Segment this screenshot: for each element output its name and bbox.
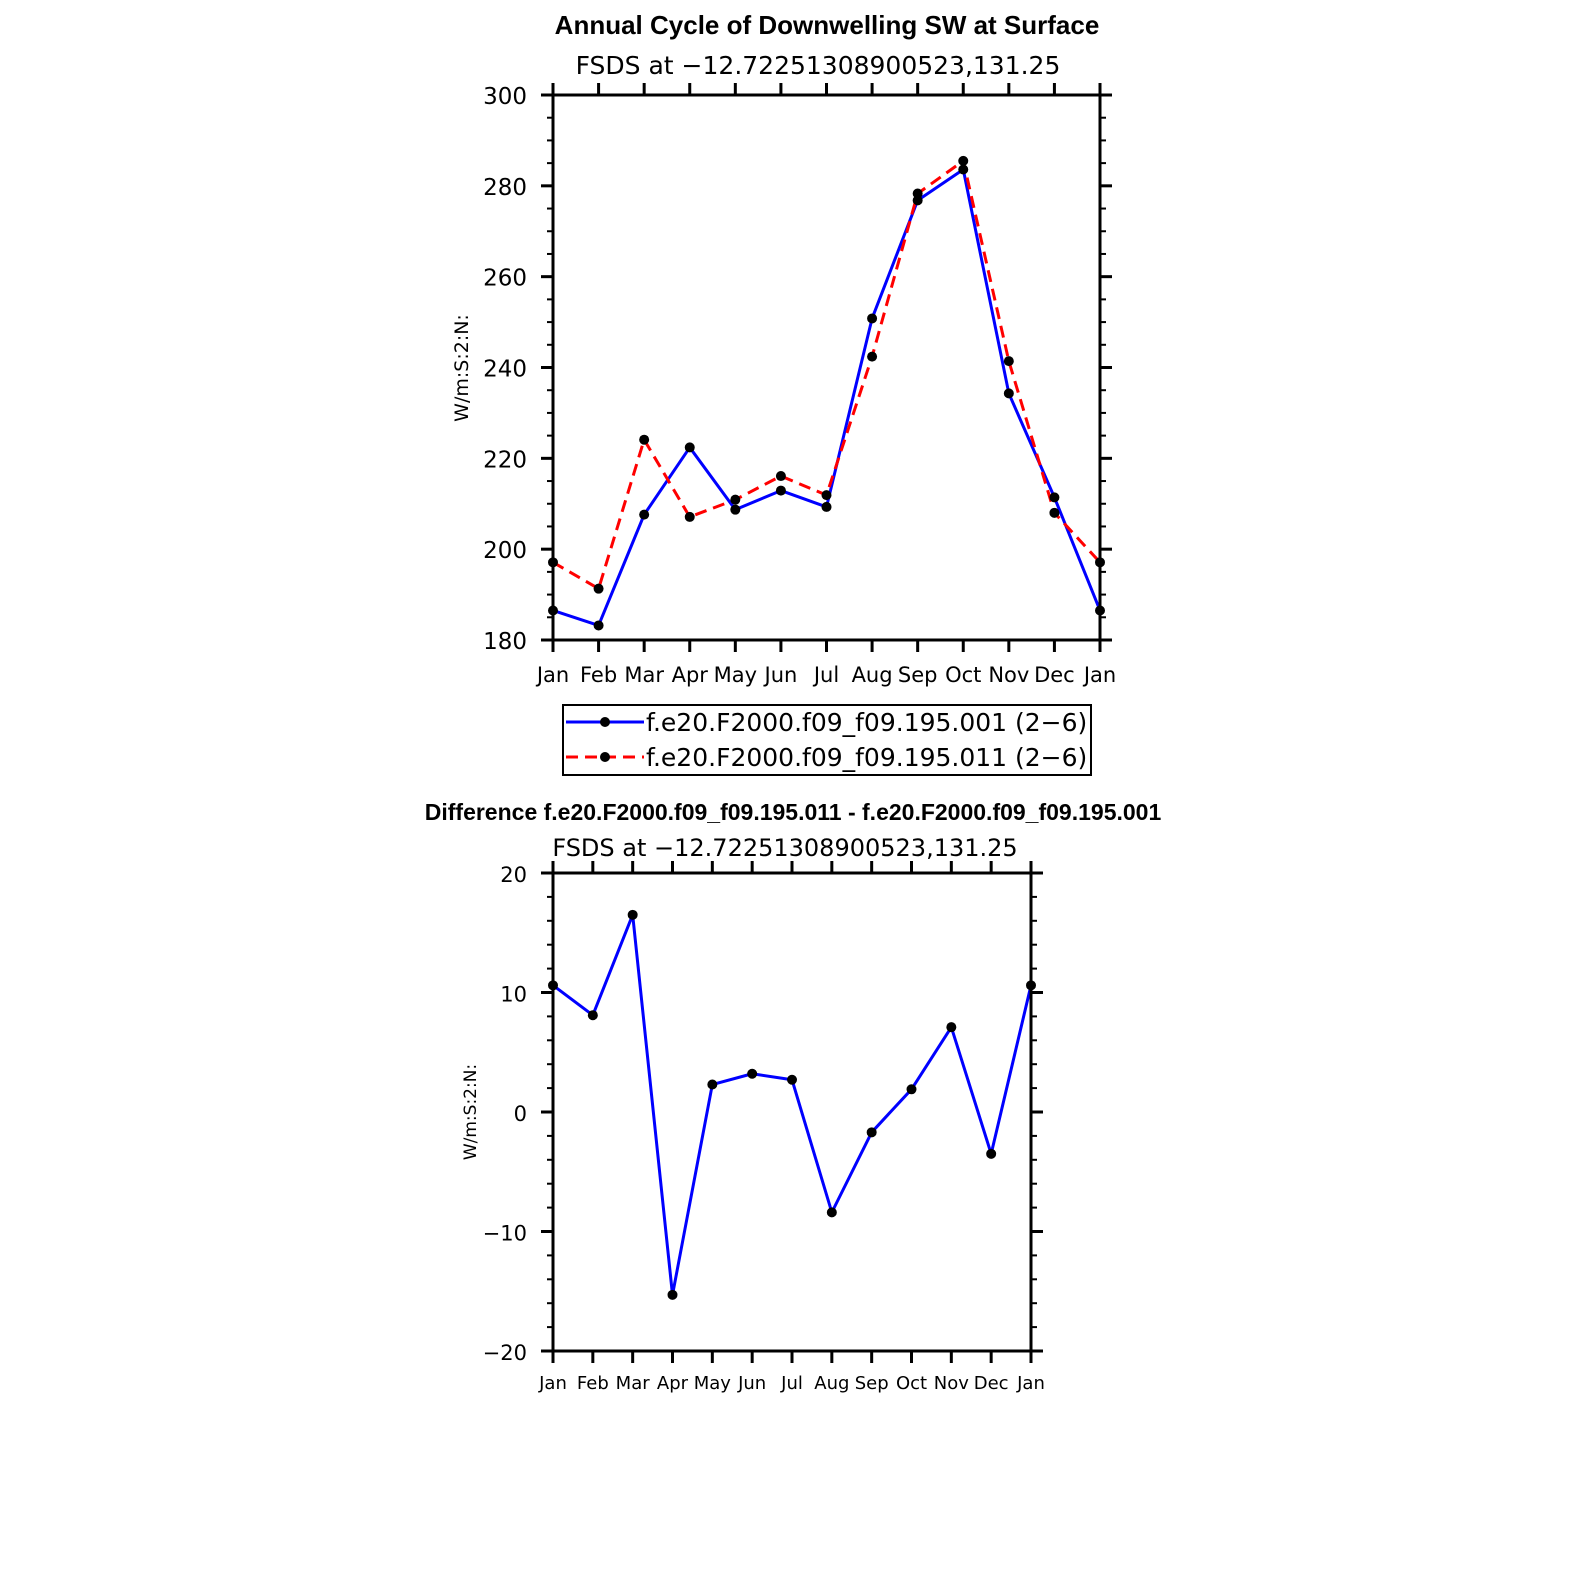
x-tick-label: Sep — [855, 1373, 889, 1394]
series-1-point — [587, 1010, 598, 1021]
y-tick-label: 260 — [483, 266, 527, 292]
series-1-point — [787, 1074, 797, 1085]
series-2-point — [912, 188, 923, 199]
x-tick-label: Sep — [898, 663, 938, 687]
legend-marker-series-1 — [600, 717, 610, 727]
x-tick-label: Oct — [896, 1373, 927, 1394]
x-tick-label: Jun — [737, 1373, 766, 1394]
x-tick-label: Jun — [763, 663, 798, 687]
x-tick-label: Mar — [624, 663, 664, 687]
series-2-point — [867, 351, 878, 362]
series-1-point — [867, 313, 878, 324]
legend-marker-series-2 — [600, 752, 610, 762]
x-tick-label: Jan — [535, 663, 569, 687]
x-tick-label: Apr — [672, 663, 709, 687]
chart1-title: Annual Cycle of Downwelling SW at Surfac… — [555, 10, 1100, 40]
x-tick-label: Feb — [580, 663, 617, 687]
x-tick-label: Jan — [1016, 1373, 1045, 1394]
y-tick-label: 300 — [483, 84, 527, 110]
chart1-legend: f.e20.F2000.f09_f09.195.001 (2−6) f.e20.… — [562, 704, 1092, 776]
legend-label-series-1: f.e20.F2000.f09_f09.195.001 (2−6) — [646, 708, 1087, 737]
chart1-subtitle: FSDS at −12.72251308900523,131.25 — [576, 51, 1061, 80]
chart1-plot-frame — [551, 93, 1102, 642]
series-1-point — [707, 1079, 718, 1090]
series-line-1 — [552, 913, 1033, 1297]
series-1-point — [667, 1289, 678, 1300]
series-line-2 — [552, 159, 1102, 591]
series-1-point — [639, 509, 650, 520]
x-tick-label: Aug — [814, 1373, 849, 1394]
series-line-1 — [552, 167, 1102, 627]
x-tick-label: Aug — [852, 663, 893, 687]
x-tick-label: Jul — [812, 663, 839, 687]
y-tick-label: 280 — [483, 175, 527, 201]
series-1-point — [906, 1084, 917, 1095]
x-tick-label: May — [714, 663, 757, 687]
chart2-title: Difference f.e20.F2000.f09_f09.195.011 -… — [425, 799, 1162, 825]
y-tick-label: 200 — [483, 538, 527, 564]
series-1-point — [946, 1022, 957, 1033]
series-1-point — [986, 1148, 997, 1159]
series-2-point — [730, 494, 741, 505]
legend-label-series-2: f.e20.F2000.f09_f09.195.011 (2−6) — [646, 743, 1087, 772]
y-tick-label: 240 — [483, 357, 527, 383]
series-2-point — [684, 511, 695, 522]
series-1-point — [593, 620, 604, 631]
x-tick-label: Apr — [657, 1373, 689, 1394]
series-2-point — [1003, 356, 1014, 367]
series-2-point — [639, 434, 650, 445]
chart2-plot-frame — [551, 871, 1033, 1353]
y-tick-label: −20 — [483, 1341, 527, 1365]
series-1-point — [684, 442, 695, 453]
y-tick-label: −10 — [483, 1222, 527, 1246]
x-tick-label: Feb — [577, 1373, 609, 1394]
series-1-point — [866, 1127, 877, 1138]
legend-box — [562, 704, 1092, 776]
difference-chart: Difference f.e20.F2000.f09_f09.195.011 -… — [425, 799, 1162, 1394]
series-1-point — [958, 164, 969, 175]
chart1-ylabel: W/m:S:2:N: — [451, 314, 473, 422]
series-2-point — [775, 471, 786, 482]
y-tick-label: 10 — [500, 983, 527, 1007]
x-tick-label: Nov — [988, 663, 1029, 687]
annual-cycle-chart: Annual Cycle of Downwelling SW at Surfac… — [451, 10, 1116, 687]
chart2-ylabel: W/m:S:2:N: — [461, 1064, 481, 1160]
x-tick-label: Oct — [945, 663, 981, 687]
series-2-point — [1049, 507, 1060, 518]
x-tick-label: Dec — [974, 1373, 1009, 1394]
series-1-point — [775, 485, 786, 496]
x-tick-label: Jan — [538, 1373, 567, 1394]
series-1-point — [730, 504, 741, 515]
y-tick-label: 180 — [483, 629, 527, 655]
x-tick-label: Jan — [1082, 663, 1116, 687]
x-tick-label: Jul — [780, 1373, 803, 1394]
x-tick-label: May — [694, 1373, 732, 1394]
series-2-point — [821, 490, 832, 501]
series-2-point — [593, 583, 604, 594]
series-2-point — [958, 155, 969, 166]
x-tick-label: Dec — [1034, 663, 1075, 687]
x-tick-label: Nov — [934, 1373, 969, 1394]
y-tick-label: 20 — [500, 863, 527, 887]
y-tick-label: 0 — [514, 1102, 527, 1126]
x-tick-label: Mar — [616, 1373, 651, 1394]
chart2-subtitle: FSDS at −12.72251308900523,131.25 — [552, 834, 1017, 862]
series-1-point — [627, 909, 638, 920]
series-1-point — [1049, 492, 1060, 503]
series-1-point — [1003, 388, 1014, 399]
series-1-point — [821, 501, 832, 512]
y-tick-label: 220 — [483, 447, 527, 473]
series-1-point — [747, 1068, 758, 1079]
series-1-point — [826, 1207, 837, 1218]
